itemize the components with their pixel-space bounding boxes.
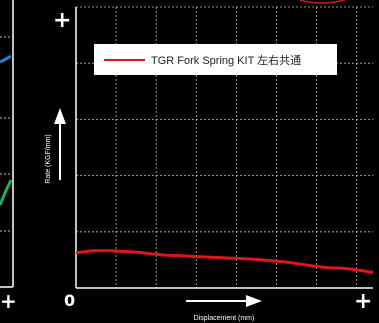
- x-origin-label: 0: [64, 291, 75, 310]
- x-max-label: +: [354, 289, 372, 314]
- y-max-label: +: [53, 8, 71, 33]
- main-plot: [75, 6, 374, 289]
- legend: TGR Fork Spring KIT 左右共通: [94, 44, 337, 75]
- y-axis-label: Rate (KGF/mm): [45, 134, 52, 183]
- top-red-arc: [299, 0, 346, 4]
- left-green-curve: [0, 179, 13, 206]
- right-arrow-icon: [186, 295, 262, 307]
- grid: [76, 6, 373, 288]
- legend-label: TGR Fork Spring KIT 左右共通: [151, 53, 301, 67]
- left-panel: +: [0, 0, 17, 313]
- left-blue-curve: [0, 54, 12, 64]
- up-arrow-icon: [54, 108, 66, 180]
- left-x-plus-label: +: [0, 289, 17, 313]
- x-axis-label: Displacement (mm): [194, 315, 255, 322]
- series-line-tgr-fork-spring: [75, 249, 374, 274]
